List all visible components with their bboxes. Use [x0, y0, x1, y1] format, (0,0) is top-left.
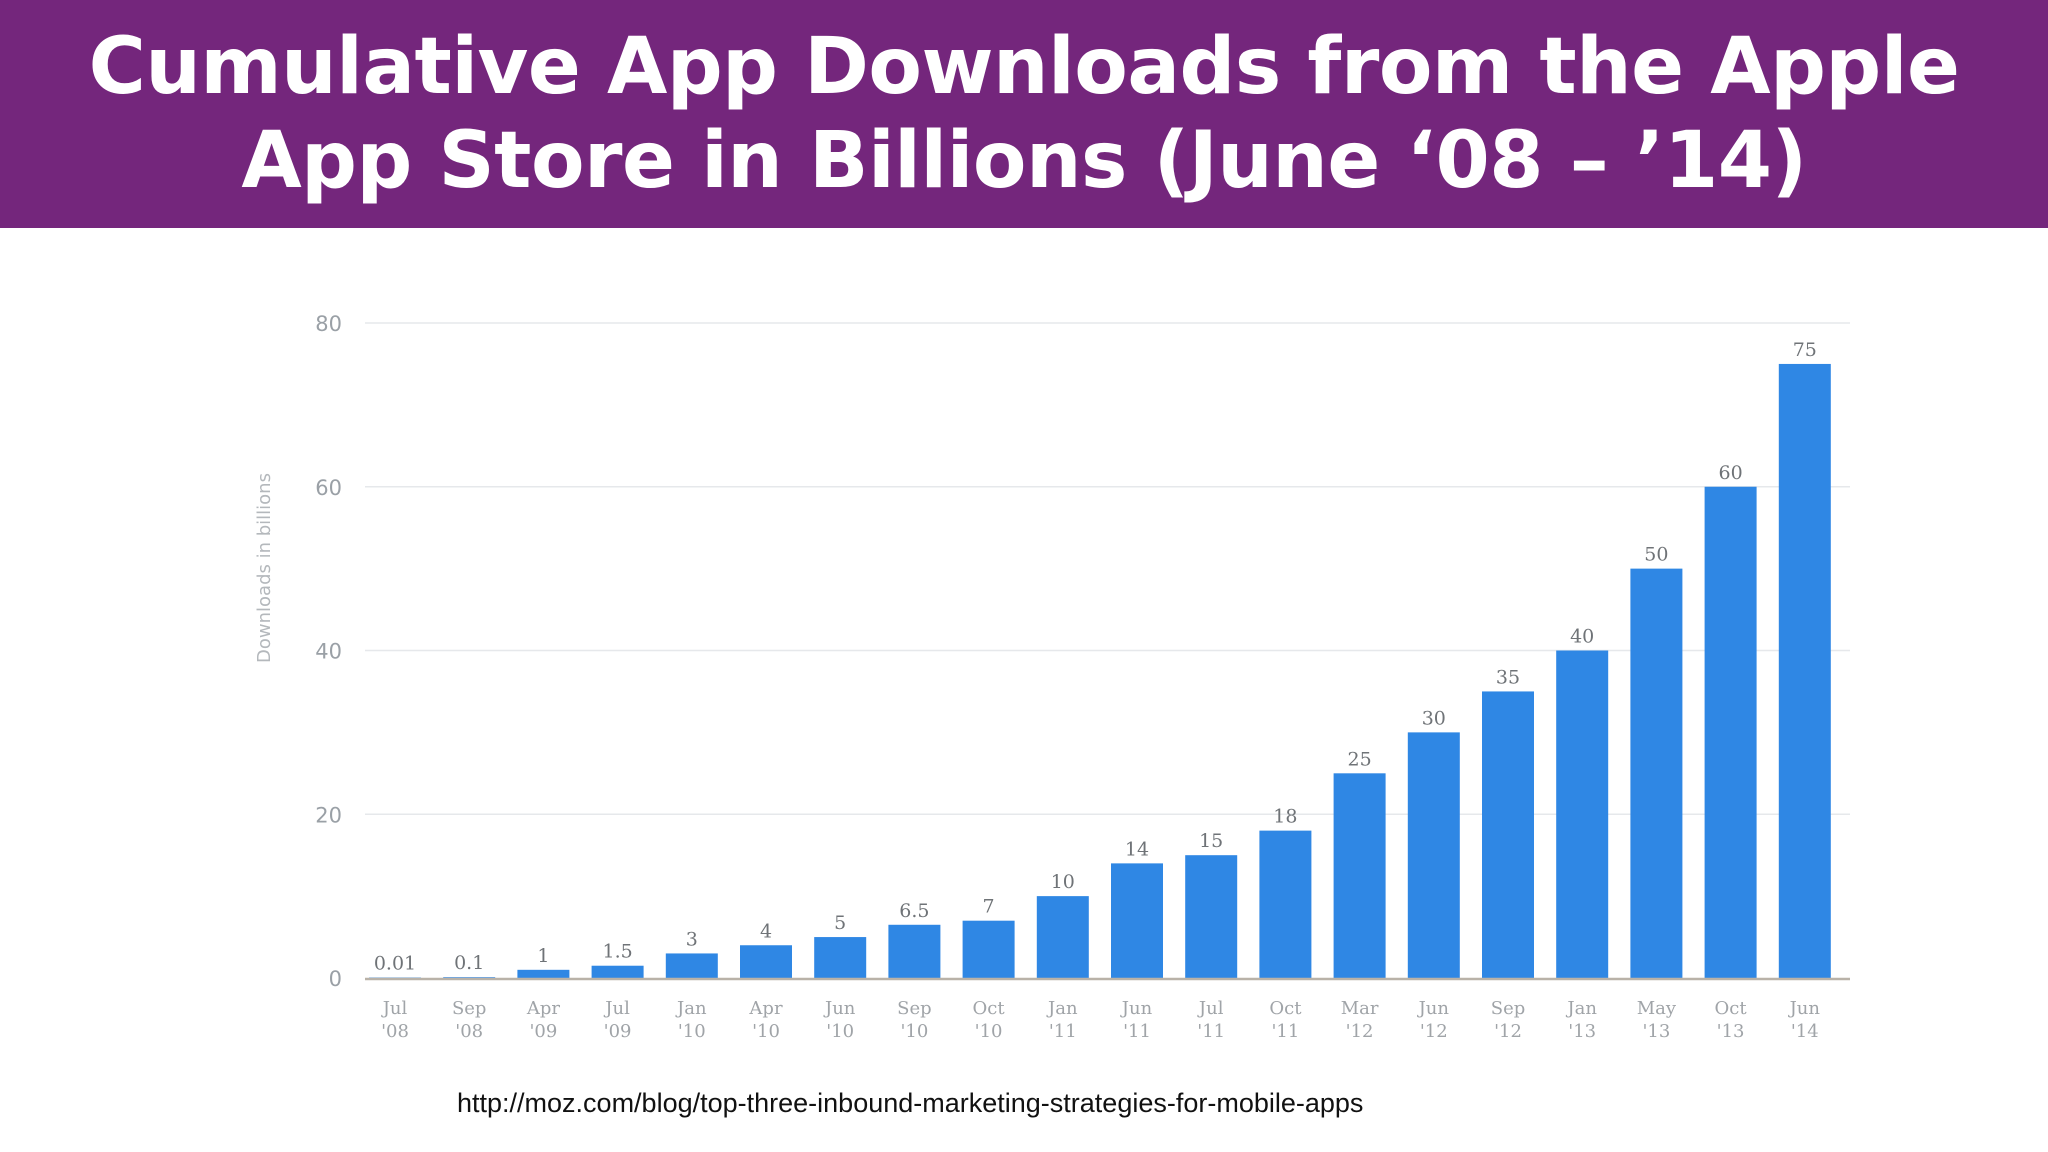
x-tick-label-month: Oct: [1715, 998, 1748, 1019]
data-label: 30: [1422, 707, 1446, 729]
x-tick-label-year: '10: [678, 1021, 706, 1042]
bar: [1556, 650, 1609, 978]
x-tick-label-year: '09: [604, 1021, 632, 1042]
x-tick-label-month: Jul: [1197, 998, 1224, 1019]
x-tick-label-month: Sep: [1491, 998, 1526, 1019]
x-tick-label-month: Sep: [897, 998, 932, 1019]
data-label: 6.5: [899, 900, 929, 922]
slide-title-line-1: Cumulative App Downloads from the Apple: [88, 22, 1960, 112]
x-tick-label-year: '14: [1791, 1021, 1819, 1042]
y-tick-label: 80: [315, 312, 342, 336]
x-tick-label-month: Jun: [1788, 998, 1821, 1019]
x-tick-label-year: '11: [1123, 1021, 1151, 1042]
data-label: 50: [1644, 544, 1668, 566]
bar: [1778, 363, 1831, 978]
bar: [1111, 863, 1163, 978]
bars: [369, 363, 1831, 978]
x-tick-label-year: '13: [1568, 1021, 1596, 1042]
y-tick-label: 40: [315, 640, 342, 664]
bar-chart: 0.01 0.1 1 1.5 3 4 5 6.5 7 10 14 15 18 25 30 35 40 50 60 75…: [254, 312, 1850, 1042]
data-label: 7: [983, 896, 995, 918]
data-label: 60: [1719, 462, 1743, 484]
x-tick-label-year: '11: [1197, 1021, 1225, 1042]
bar: [1185, 855, 1238, 978]
y-axis-ticks: 0 20 40 60 80: [315, 312, 342, 991]
data-label: 75: [1793, 339, 1817, 361]
bar: [1482, 691, 1534, 978]
x-tick-label-month: Jan: [1046, 998, 1078, 1019]
x-tick-label-month: Jun: [1417, 998, 1450, 1019]
data-label: 10: [1051, 871, 1075, 893]
bar: [1259, 830, 1312, 978]
bar: [665, 953, 718, 978]
bar: [591, 965, 644, 978]
slide-title-line-2: App Store in Billions (June ‘08 – ’14): [241, 116, 1807, 206]
bar: [1407, 732, 1460, 978]
x-tick-label-month: Mar: [1341, 998, 1379, 1019]
x-axis-ticks: Jul'08Sep'08Apr'09Jul'09Jan'10Apr'10Jun'…: [381, 998, 1821, 1042]
data-label: 14: [1125, 838, 1149, 860]
bar: [814, 937, 867, 978]
data-label: 25: [1348, 748, 1372, 770]
x-tick-label-year: '10: [900, 1021, 928, 1042]
x-tick-label-month: Jun: [1120, 998, 1153, 1019]
bar: [1630, 568, 1683, 978]
x-tick-label-year: '12: [1494, 1021, 1522, 1042]
data-label: 40: [1570, 626, 1594, 648]
x-tick-label-year: '10: [975, 1021, 1003, 1042]
y-axis-title: Downloads in billions: [254, 473, 275, 663]
bar: [740, 945, 792, 978]
data-label: 15: [1199, 830, 1223, 852]
x-tick-label-year: '09: [529, 1021, 557, 1042]
gridlines: [365, 322, 1850, 815]
x-tick-label-year: '12: [1346, 1021, 1374, 1042]
x-tick-label-month: Apr: [748, 998, 783, 1019]
x-tick-label-month: Oct: [973, 998, 1006, 1019]
data-label: 1.5: [602, 941, 632, 963]
x-tick-label-year: '13: [1717, 1021, 1745, 1042]
data-label: 35: [1496, 666, 1520, 688]
x-tick-label-year: '11: [1271, 1021, 1299, 1042]
data-labels: 0.01 0.1 1 1.5 3 4 5 6.5 7 10 14 15 18 25 30 35 40 50 60 75: [374, 339, 1817, 975]
data-label: 0.01: [374, 953, 416, 975]
bar: [443, 977, 496, 978]
x-tick-label-month: Sep: [452, 998, 487, 1019]
x-tick-label-year: '08: [381, 1021, 409, 1042]
x-tick-label-year: '12: [1420, 1021, 1448, 1042]
x-tick-label-year: '13: [1642, 1021, 1670, 1042]
y-tick-label: 20: [315, 803, 342, 827]
x-tick-label-year: '10: [826, 1021, 854, 1042]
source-url: http://moz.com/blog/top-three-inbound-ma…: [457, 1088, 1364, 1118]
x-tick-label-month: Oct: [1269, 998, 1302, 1019]
bar: [1704, 486, 1757, 978]
x-tick-label-year: '10: [752, 1021, 780, 1042]
title-banner: Cumulative App Downloads from the Apple …: [0, 0, 2048, 228]
x-tick-label-month: Jun: [823, 998, 856, 1019]
bar: [517, 969, 570, 978]
y-tick-label: 60: [315, 476, 342, 500]
data-label: 5: [834, 912, 846, 934]
x-tick-label-year: '11: [1049, 1021, 1077, 1042]
x-tick-label-month: Apr: [526, 998, 561, 1019]
bar: [1333, 773, 1386, 978]
data-label: 1: [537, 945, 549, 967]
bar: [962, 920, 1015, 978]
data-label: 3: [686, 928, 698, 950]
bar: [1036, 896, 1089, 978]
x-tick-label-month: May: [1637, 998, 1677, 1019]
bar: [888, 924, 941, 978]
data-label: 0.1: [454, 952, 484, 974]
x-tick-label-year: '08: [455, 1021, 483, 1042]
x-tick-label-month: Jan: [675, 998, 707, 1019]
x-tick-label-month: Jan: [1565, 998, 1597, 1019]
x-tick-label-month: Jul: [381, 998, 408, 1019]
y-tick-label: 0: [329, 967, 342, 991]
data-label: 18: [1273, 806, 1297, 828]
x-tick-label-month: Jul: [603, 998, 630, 1019]
data-label: 4: [760, 920, 772, 942]
